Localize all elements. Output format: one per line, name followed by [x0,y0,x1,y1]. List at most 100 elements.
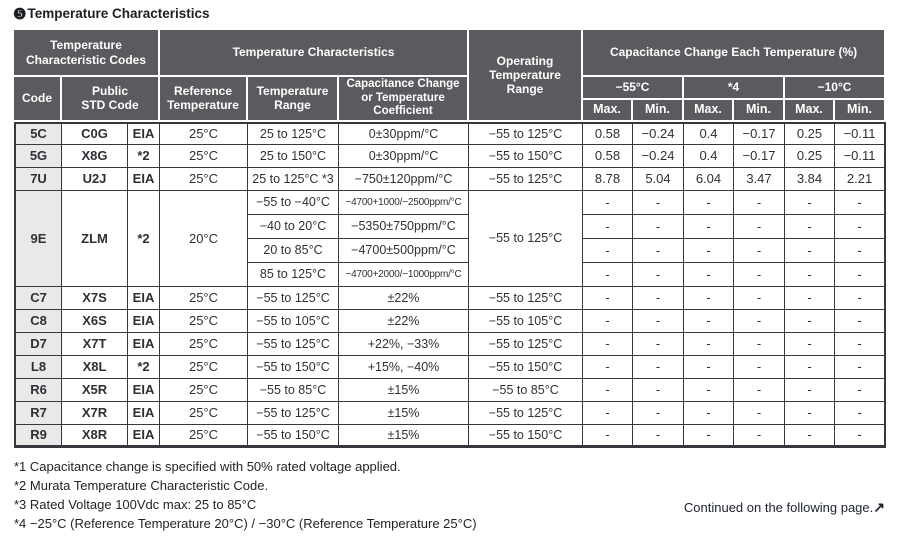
std-code-cell: C0G [62,121,128,145]
value-cell: - [583,214,633,239]
op-range-cell: −55 to 125°C [469,121,583,145]
value-cell: - [583,378,633,402]
value-cell: - [734,286,785,310]
ref-temp-cell: 25°C [160,355,248,379]
value-cell: - [684,309,734,333]
temp-range-cell: −55 to 150°C [248,355,339,379]
value-cell: - [684,214,734,239]
value-cell: - [835,214,887,239]
header-min-1: Min. [633,99,684,122]
continued-note: Continued on the following page.↗ [684,499,885,516]
code-cell: R6 [14,378,62,402]
code-cell: D7 [14,332,62,356]
value-cell: - [633,190,684,215]
value-cell: - [785,262,835,287]
value-cell: - [835,355,887,379]
ref-temp-cell: 25°C [160,378,248,402]
value-cell: −0.17 [734,144,785,168]
value-cell: - [835,286,887,310]
coeff-cell: −4700+1000/−2500ppm/°C [339,190,469,215]
temp-range-cell: −55 to 125°C [248,332,339,356]
value-cell: 5.04 [633,167,684,191]
value-cell: 0.25 [785,121,835,145]
header-star4: *4 [684,77,785,100]
op-range-cell: −55 to 125°C [469,190,583,287]
ref-temp-cell: 20°C [160,190,248,287]
value-cell: - [684,262,734,287]
value-cell: - [835,309,887,333]
value-cell: - [684,424,734,448]
coeff-cell: ±15% [339,401,469,425]
std-org-cell: EIA [128,401,160,425]
op-range-cell: −55 to 125°C [469,332,583,356]
table-row-c7: C7 X7S EIA 25°C −55 to 125°C ±22% −55 to… [14,286,887,310]
code-cell: C8 [14,309,62,333]
coeff-cell: ±22% [339,286,469,310]
std-code-cell: U2J [62,167,128,191]
table-body: 5C C0G EIA 25°C 25 to 125°C 0±30ppm/°C −… [14,121,887,448]
std-org-cell: *2 [128,144,160,168]
temp-range-cell: 20 to 85°C [248,238,339,263]
coeff-cell: ±15% [339,378,469,402]
header-cap-change-or-coeff: Capacitance Change or Temperature Coeffi… [339,77,469,122]
value-cell: - [583,238,633,263]
coeff-cell: ±15% [339,424,469,448]
value-cell: - [785,424,835,448]
value-cell: - [583,262,633,287]
value-cell: - [583,332,633,356]
ref-temp-cell: 25°C [160,144,248,168]
value-cell: - [835,378,887,402]
std-org-cell: EIA [128,286,160,310]
header-reference-temperature: Reference Temperature [160,77,248,122]
code-cell: 7U [14,167,62,191]
value-cell: - [684,286,734,310]
value-cell: −0.17 [734,121,785,145]
value-cell: - [785,286,835,310]
std-code-cell: X7T [62,332,128,356]
value-cell: - [785,378,835,402]
value-cell: - [835,424,887,448]
footnote-2: *2 Murata Temperature Characteristic Cod… [14,478,269,493]
std-org-cell: EIA [128,167,160,191]
value-cell: −0.24 [633,121,684,145]
temp-range-cell: −55 to 125°C [248,286,339,310]
header-row-2: Code Public STD Code Reference Temperatu… [14,77,887,122]
temp-range-cell: 85 to 125°C [248,262,339,287]
value-cell: - [583,309,633,333]
coeff-cell: −5350±750ppm/°C [339,214,469,239]
std-code-cell: X8G [62,144,128,168]
footnote-4: *4 −25°C (Reference Temperature 20°C) / … [14,516,477,531]
value-cell: −0.11 [835,144,887,168]
std-code-cell: ZLM [62,190,128,287]
value-cell: - [734,214,785,239]
header-minus55: −55°C [583,77,684,100]
ref-temp-cell: 25°C [160,286,248,310]
code-cell: 5G [14,144,62,168]
op-range-cell: −55 to 150°C [469,144,583,168]
coeff-cell: 0±30ppm/°C [339,144,469,168]
value-cell: −0.24 [633,144,684,168]
temp-range-cell: 25 to 125°C [248,121,339,145]
value-cell: 3.84 [785,167,835,191]
value-cell: - [734,309,785,333]
ref-temp-cell: 25°C [160,309,248,333]
footnote-3: *3 Rated Voltage 100Vdc max: 25 to 85°C [14,497,257,512]
temp-range-cell: −55 to 85°C [248,378,339,402]
value-cell: 6.04 [684,167,734,191]
value-cell: - [684,355,734,379]
value-cell: 0.4 [684,121,734,145]
footnotes: *1 Capacitance change is specified with … [14,457,477,533]
value-cell: - [785,355,835,379]
value-cell: - [785,190,835,215]
header-temperature-range: Temperature Range [248,77,339,122]
header-row-3: Max. Min. Max. Min. Max. Min. [14,99,887,122]
value-cell: - [583,286,633,310]
coeff-cell: 0±30ppm/°C [339,121,469,145]
table-row-r6: R6 X5R EIA 25°C −55 to 85°C ±15% −55 to … [14,378,887,402]
ref-temp-cell: 25°C [160,332,248,356]
value-cell: - [633,214,684,239]
table-row-9e-sub2: −40 to 20°C −5350±750ppm/°C - - - - - - [14,214,887,239]
temp-range-cell: −55 to 105°C [248,309,339,333]
table-row-d7: D7 X7T EIA 25°C −55 to 125°C +22%, −33% … [14,332,887,356]
continued-note-text: Continued on the following page. [683,500,874,515]
